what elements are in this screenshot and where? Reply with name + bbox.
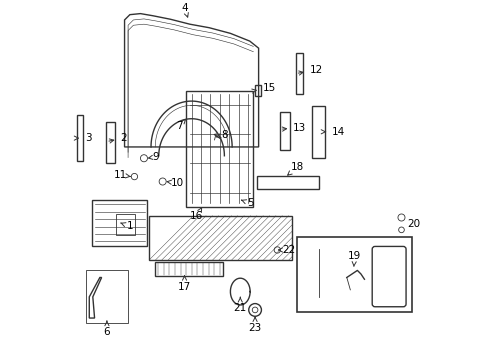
Text: 2: 2 — [109, 133, 127, 143]
Text: 22: 22 — [278, 245, 295, 255]
Text: 21: 21 — [233, 297, 246, 313]
Text: 20: 20 — [406, 219, 419, 229]
Text: 23: 23 — [248, 317, 261, 333]
Text: 15: 15 — [251, 83, 276, 93]
Text: 19: 19 — [347, 251, 361, 266]
Text: 1: 1 — [121, 221, 133, 231]
Text: 13: 13 — [282, 122, 306, 132]
Text: 3: 3 — [74, 133, 91, 143]
Text: 16: 16 — [190, 208, 203, 221]
Text: 6: 6 — [103, 321, 110, 337]
Text: 17: 17 — [178, 276, 191, 292]
Text: 11: 11 — [114, 170, 130, 180]
Text: 7: 7 — [176, 120, 185, 131]
Text: 9: 9 — [148, 152, 159, 162]
Text: 4: 4 — [181, 3, 188, 17]
Text: 18: 18 — [287, 162, 304, 175]
Text: 10: 10 — [167, 178, 183, 188]
Text: 5: 5 — [241, 198, 253, 208]
Text: 14: 14 — [321, 127, 345, 137]
Text: 8: 8 — [216, 130, 228, 140]
Text: 12: 12 — [298, 65, 323, 75]
